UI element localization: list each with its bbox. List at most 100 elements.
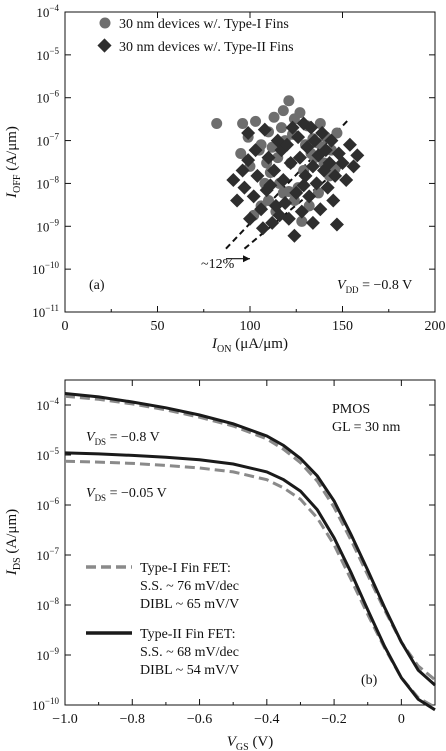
type2-point xyxy=(326,193,341,208)
type2-point xyxy=(328,168,343,183)
panel-b-xlabel-unit: (V) xyxy=(249,734,274,750)
type1-point xyxy=(303,200,315,212)
x-tick-label: −0.2 xyxy=(321,712,346,727)
type2-point xyxy=(324,133,339,148)
type2-point xyxy=(267,163,282,178)
type2-point xyxy=(350,148,365,163)
type2-point xyxy=(346,159,361,174)
type1-point xyxy=(211,118,223,130)
type2-point xyxy=(272,208,287,223)
panel-b-ylabel-unit: (A/μm) xyxy=(4,509,20,557)
type2-point xyxy=(307,133,322,148)
type2-point xyxy=(254,202,269,217)
type2-point xyxy=(305,215,320,230)
type2-point xyxy=(235,163,250,178)
panel-a-x-ticks: 0 50 100 150 200 xyxy=(62,12,446,334)
panel-a-ylabel-sub: OFF xyxy=(12,174,23,193)
x-tick-label: −0.6 xyxy=(187,712,212,727)
legend-type2-ss: S.S. ~ 68 mV/dec xyxy=(140,645,239,660)
panel-b-xlabel-sub: GS xyxy=(236,742,249,751)
x-tick-label: 200 xyxy=(425,319,446,334)
type1-point xyxy=(314,118,326,130)
shift-annotation: ~12% xyxy=(201,257,235,272)
y-tick-label: 10−4 xyxy=(36,396,59,413)
type2-point xyxy=(257,122,272,137)
type1-point xyxy=(283,95,295,107)
legend-type2-title: Type-II Fin FET: xyxy=(140,627,236,642)
type1-point xyxy=(268,111,280,123)
panel-a: 0 50 100 150 200 10−410−510−610−710−810−910−… xyxy=(4,3,446,355)
x-tick-label: 0 xyxy=(398,712,405,727)
panel-a-ylabel-symbol: I xyxy=(4,192,20,199)
type2-point xyxy=(315,126,330,141)
y-tick-label: 10−7 xyxy=(36,132,59,149)
type2-point xyxy=(280,137,294,152)
type2-point xyxy=(322,155,337,170)
type2-point xyxy=(265,215,280,230)
type2-point xyxy=(292,150,307,165)
type2-point xyxy=(241,126,256,141)
vds-low-value: = −0.05 V xyxy=(106,486,167,501)
type2-point xyxy=(241,153,256,168)
vdd-annotation: VDD = −0.8 V xyxy=(337,278,412,295)
type2-point xyxy=(287,228,302,243)
type2-point xyxy=(335,155,350,170)
type2-point xyxy=(226,173,241,188)
x-tick-label: 150 xyxy=(332,319,353,334)
type2-point xyxy=(296,178,311,193)
x-tick-label: −1.0 xyxy=(52,712,77,727)
x-tick-label: 0 xyxy=(62,319,69,334)
panel-a-y-axis-label: IOFF (A/μm) xyxy=(4,126,23,199)
type2-point xyxy=(302,189,317,204)
type2-point xyxy=(298,168,313,183)
type2-point xyxy=(255,221,270,236)
vds-high-annotation: VDS = −0.8 V xyxy=(86,430,160,447)
panel-a-label: (a) xyxy=(89,278,105,293)
type2-point xyxy=(243,211,257,226)
type1-point xyxy=(277,105,289,117)
y-tick-label: 10−5 xyxy=(36,446,59,463)
type1-point xyxy=(275,122,287,134)
legend-diamond-marker xyxy=(97,38,112,53)
legend-type1-title: Type-I Fin FET: xyxy=(140,561,231,576)
legend-type2-label: 30 nm devices w/. Type-II Fins xyxy=(119,40,294,55)
vds-low-sub: DS xyxy=(95,493,107,503)
panel-a-ylabel-unit: (A/μm) xyxy=(4,126,20,174)
gate-length-label: GL = 30 nm xyxy=(332,420,401,435)
shift-arrow-head xyxy=(243,255,250,263)
y-tick-label: 10−8 xyxy=(36,596,59,613)
vds-high-sub: DS xyxy=(95,437,107,447)
type2-point xyxy=(289,185,304,200)
y-tick-label: 10−6 xyxy=(36,89,59,106)
type1-point xyxy=(294,107,306,119)
x-tick-label: −0.4 xyxy=(254,712,279,727)
x-tick-label: −0.8 xyxy=(120,712,145,727)
vdd-annotation-symbol: V xyxy=(337,278,347,293)
panel-b-x-axis-label: VGS (V) xyxy=(227,734,274,751)
y-tick-label: 10−7 xyxy=(36,546,59,563)
panel-b-ylabel-sub: DS xyxy=(12,557,23,570)
type2-point xyxy=(246,189,261,204)
type1-point xyxy=(263,194,274,206)
y-tick-label: 10−4 xyxy=(36,3,59,20)
type2-point xyxy=(320,180,335,195)
vds-high-value: = −0.8 V xyxy=(106,430,160,445)
type2-point xyxy=(283,155,298,170)
y-tick-label: 10−10 xyxy=(32,696,60,713)
panel-b-y-ticks: 10−4 10−5 10−6 10−7 10−8 10−9 10−10 xyxy=(32,396,435,713)
type2-point xyxy=(313,202,328,217)
panel-b: −1.0 −0.8 −0.6 −0.4 −0.2 0 10−410−510−610−710… xyxy=(4,379,436,751)
vds-low-symbol: V xyxy=(86,486,96,501)
type2-point xyxy=(250,168,265,183)
type2-point xyxy=(296,116,311,131)
type2-point xyxy=(261,150,276,165)
type1-point xyxy=(312,187,324,199)
type2-point xyxy=(342,137,357,152)
legend-circle-marker xyxy=(99,17,111,29)
type2-point xyxy=(276,173,291,188)
panel-a-xlabel-unit: (μA/μm) xyxy=(231,336,288,352)
type2-point xyxy=(329,217,344,232)
vdd-annotation-value: = −0.8 V xyxy=(359,278,413,293)
type2-point xyxy=(291,130,306,145)
type2-point xyxy=(285,120,300,135)
